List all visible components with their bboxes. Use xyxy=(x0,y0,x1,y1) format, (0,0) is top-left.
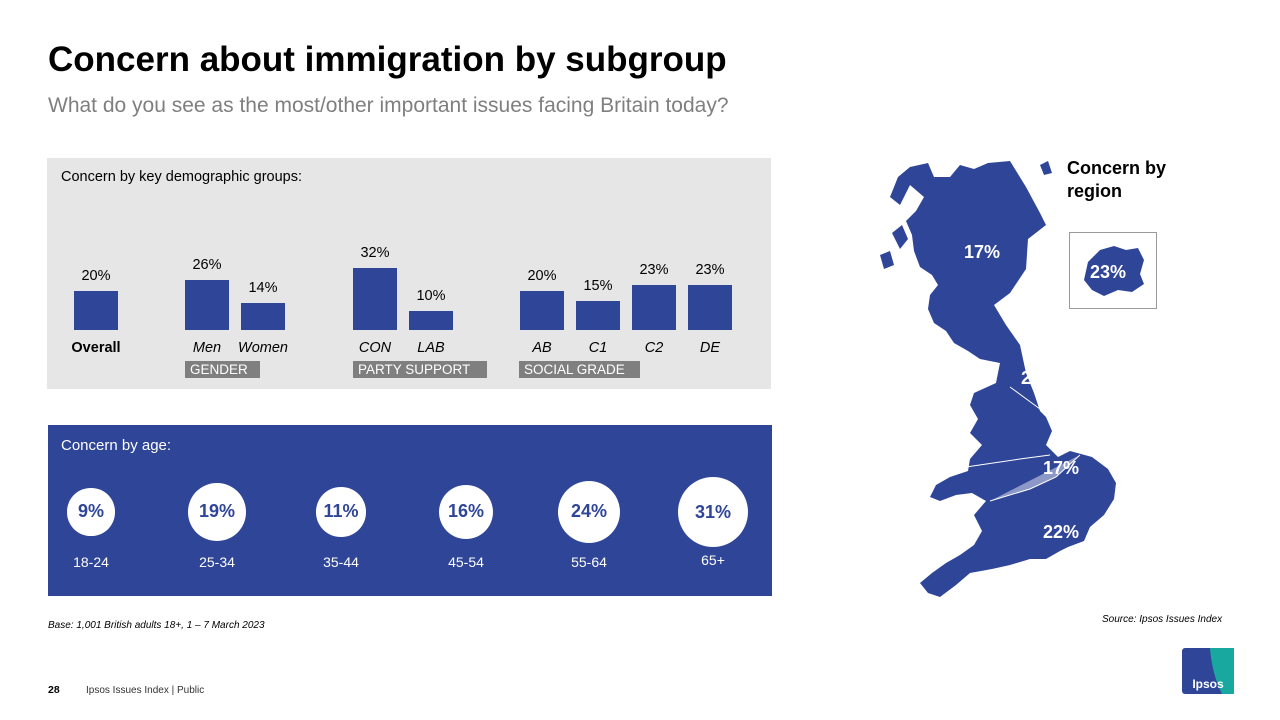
map-label-london: 23% xyxy=(1090,262,1127,282)
bar-category-label: Men xyxy=(192,340,222,356)
age-bubble: 9% xyxy=(67,488,115,536)
map-label-scotland: 17% xyxy=(964,242,1001,262)
group-label: SOCIAL GRADE xyxy=(519,361,640,378)
age-bubble: 24% xyxy=(557,480,621,544)
bar-c2 xyxy=(632,285,676,330)
age-bubble: 11% xyxy=(316,487,366,537)
ipsos-logo-icon: Ipsos xyxy=(1182,648,1234,694)
age-heading: Concern by age: xyxy=(61,437,172,454)
bar-overall xyxy=(74,291,118,330)
bar-men xyxy=(185,279,229,330)
age-label: 25-34 xyxy=(199,554,235,570)
bar-category-label: AB xyxy=(532,340,552,356)
map-label-south: 22% xyxy=(1043,522,1080,542)
bar-value-label: 26% xyxy=(192,256,222,273)
bar-category-label: LAB xyxy=(417,340,445,356)
group-label: GENDER xyxy=(185,361,260,378)
bar-value-label: 14% xyxy=(248,279,278,296)
map-label-north: 20% xyxy=(1021,368,1058,388)
age-label: 35-44 xyxy=(323,554,359,570)
region-heading-line: region xyxy=(1067,181,1123,201)
page-title: Concern about immigration by subgroup xyxy=(48,40,727,79)
bar-value-label: 32% xyxy=(360,245,390,261)
region-heading-line: Concern by xyxy=(1067,158,1167,178)
london-map-icon xyxy=(1084,246,1144,296)
bar-category-label: C1 xyxy=(588,340,608,356)
london-inset xyxy=(1069,232,1157,309)
page-number: 28 xyxy=(48,684,60,696)
bar-category-label: Women xyxy=(238,340,288,356)
footer-text: Ipsos Issues Index | Public xyxy=(86,685,205,696)
demographic-panel xyxy=(47,158,771,389)
bar-de xyxy=(688,285,732,330)
age-label: 65+ xyxy=(701,552,725,568)
bar-value-label: 10% xyxy=(416,287,446,304)
age-panel xyxy=(48,425,772,596)
bar-women xyxy=(241,302,285,330)
bar-category-label: Overall xyxy=(71,340,121,356)
bar-category-label: C2 xyxy=(644,340,664,356)
bar-value-label: 23% xyxy=(639,262,669,279)
group-label: PARTY SUPPORT xyxy=(353,361,487,378)
uk-map-icon xyxy=(880,161,1116,597)
bar-category-label: CON xyxy=(358,340,392,356)
page-subtitle: What do you see as the most/other import… xyxy=(48,94,729,117)
bar-c1 xyxy=(576,300,620,330)
age-label: 45-54 xyxy=(448,554,484,570)
base-note: Base: 1,001 British adults 18+, 1 – 7 Ma… xyxy=(48,620,265,631)
age-bubble: 16% xyxy=(438,484,494,540)
bar-value-label: 23% xyxy=(695,262,725,279)
bar-category-label: DE xyxy=(699,340,721,356)
age-bubble: 19% xyxy=(188,483,246,541)
age-bubble: 31% xyxy=(678,477,748,547)
age-label: 18-24 xyxy=(73,554,109,570)
bar-ab xyxy=(520,291,564,330)
age-label: 55-64 xyxy=(571,554,607,570)
demographic-heading: Concern by key demographic groups: xyxy=(61,169,302,185)
bar-con xyxy=(353,268,397,330)
bar-value-label: 15% xyxy=(583,277,613,294)
bar-value-label: 20% xyxy=(527,268,557,285)
source-note: Source: Ipsos Issues Index xyxy=(1102,614,1223,625)
map-label-midlands: 17% xyxy=(1043,458,1080,478)
region-heading: Concern by region xyxy=(1067,157,1207,203)
bar-value-label: 20% xyxy=(81,268,111,285)
bar-lab xyxy=(409,310,453,330)
logo-text: Ipsos xyxy=(1192,677,1224,691)
